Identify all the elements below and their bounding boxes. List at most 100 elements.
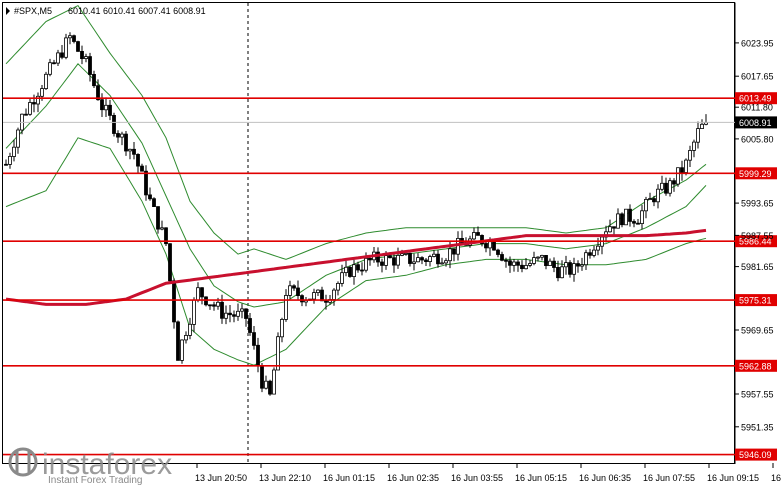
- watermark-brand: instaforex: [42, 448, 172, 481]
- candle-body: [544, 254, 548, 266]
- candles: [4, 32, 708, 396]
- candle-body: [188, 323, 192, 336]
- candle-body: [424, 259, 428, 263]
- candle-body: [488, 241, 492, 249]
- x-tick-label: 16 Jun 09:15: [707, 473, 759, 483]
- y-tick-label: 5951.35: [741, 422, 774, 432]
- candle-body: [660, 182, 664, 190]
- candle-body: [280, 318, 284, 338]
- time-axis-ticks: 13 Jun 20:50 13 Jun 22:10 16 Jun 01:15 16 J…: [195, 463, 781, 483]
- x-tick-label: 16 Jun 03:55: [451, 473, 503, 483]
- candle-body: [40, 88, 44, 97]
- y-tick-label: 5981.65: [741, 262, 774, 272]
- candle-body: [236, 310, 240, 317]
- candle-body: [520, 264, 524, 269]
- candle-body: [176, 321, 180, 361]
- candle-body: [656, 188, 660, 203]
- candle-body: [36, 95, 40, 105]
- level-label: 5999.29: [739, 169, 772, 179]
- candle-body: [8, 155, 12, 165]
- candle-body: [628, 208, 632, 222]
- candle-body: [16, 129, 20, 148]
- x-tick-label: 16 Jun 10:35: [771, 473, 781, 483]
- candle-body: [664, 182, 668, 194]
- level-label: 5986.44: [739, 237, 772, 247]
- candle-body: [592, 249, 596, 256]
- price-axis-ticks: 6023.95 6017.65 6011.80 6005.80 5993.65 5987.…: [735, 38, 774, 432]
- candle-body: [324, 300, 328, 303]
- candle-body: [144, 170, 148, 196]
- candle-body: [180, 339, 184, 361]
- candle-body: [196, 287, 200, 301]
- candle-body: [276, 336, 280, 371]
- candle-body: [28, 102, 32, 115]
- candle-body: [156, 206, 160, 230]
- candle-body: [320, 289, 324, 302]
- candle-body: [92, 74, 96, 87]
- candle-body: [312, 292, 316, 300]
- candle-body: [524, 264, 528, 270]
- candle-body: [76, 41, 80, 52]
- candle-body: [220, 301, 224, 319]
- candle-body: [532, 257, 536, 264]
- candle-body: [684, 159, 688, 173]
- candle-body: [516, 261, 520, 266]
- candle-body: [160, 227, 164, 230]
- candle-body: [572, 263, 576, 275]
- candle-body: [440, 262, 444, 265]
- candle-body: [128, 148, 132, 152]
- level-label: 5975.31: [739, 296, 772, 306]
- chart-header: #SPX,M5 6010.41 6010.41 6007.41 6008.91: [6, 6, 206, 16]
- candle-body: [352, 264, 356, 278]
- candle-body: [116, 133, 120, 138]
- candle-body: [400, 253, 404, 256]
- candle-body: [48, 62, 52, 75]
- candle-body: [152, 198, 156, 207]
- candle-body: [436, 253, 440, 265]
- candle-body: [692, 141, 696, 151]
- candle-body: [496, 249, 500, 255]
- level-label-bg: [735, 235, 777, 248]
- candle-body: [696, 128, 700, 143]
- candle-body: [588, 252, 592, 256]
- candle-body: [104, 104, 108, 111]
- candle-body: [368, 257, 372, 261]
- candle-body: [284, 294, 288, 320]
- candle-body: [100, 99, 104, 111]
- candle-body: [124, 133, 128, 152]
- candle-body: [408, 252, 412, 264]
- watermark: instaforex Instant Forex Trading: [8, 447, 172, 486]
- level-label: 5962.88: [739, 361, 772, 371]
- x-tick-label: 13 Jun 22:10: [259, 473, 311, 483]
- current-price-label-bg: [735, 116, 777, 129]
- candle-body: [12, 146, 16, 157]
- candle-body: [68, 35, 72, 39]
- candle-body: [52, 62, 56, 65]
- bollinger-middle-line: [5, 63, 707, 308]
- candle-body: [636, 222, 640, 225]
- candle-body: [272, 369, 276, 395]
- candle-body: [652, 198, 656, 203]
- candle-body: [80, 51, 84, 60]
- candle-body: [388, 255, 392, 259]
- y-tick-label: 5969.65: [741, 326, 774, 336]
- level-label: 6013.49: [739, 94, 772, 104]
- candle-body: [620, 213, 624, 226]
- candle-body: [444, 260, 448, 264]
- candle-body: [316, 289, 320, 294]
- candle-body: [356, 264, 360, 271]
- candle-body: [112, 115, 116, 134]
- candle-body: [292, 285, 296, 289]
- candle-body: [224, 312, 228, 319]
- candle-body: [340, 272, 344, 284]
- watermark-tagline: Instant Forex Trading: [48, 475, 143, 486]
- candle-body: [420, 257, 424, 261]
- candle-body: [64, 37, 68, 58]
- y-tick-label: 5993.65: [741, 199, 774, 209]
- level-label-bg: [735, 359, 777, 372]
- candle-body: [548, 260, 552, 267]
- candle-body: [580, 264, 584, 267]
- candle-body: [680, 167, 684, 173]
- candle-body: [396, 254, 400, 266]
